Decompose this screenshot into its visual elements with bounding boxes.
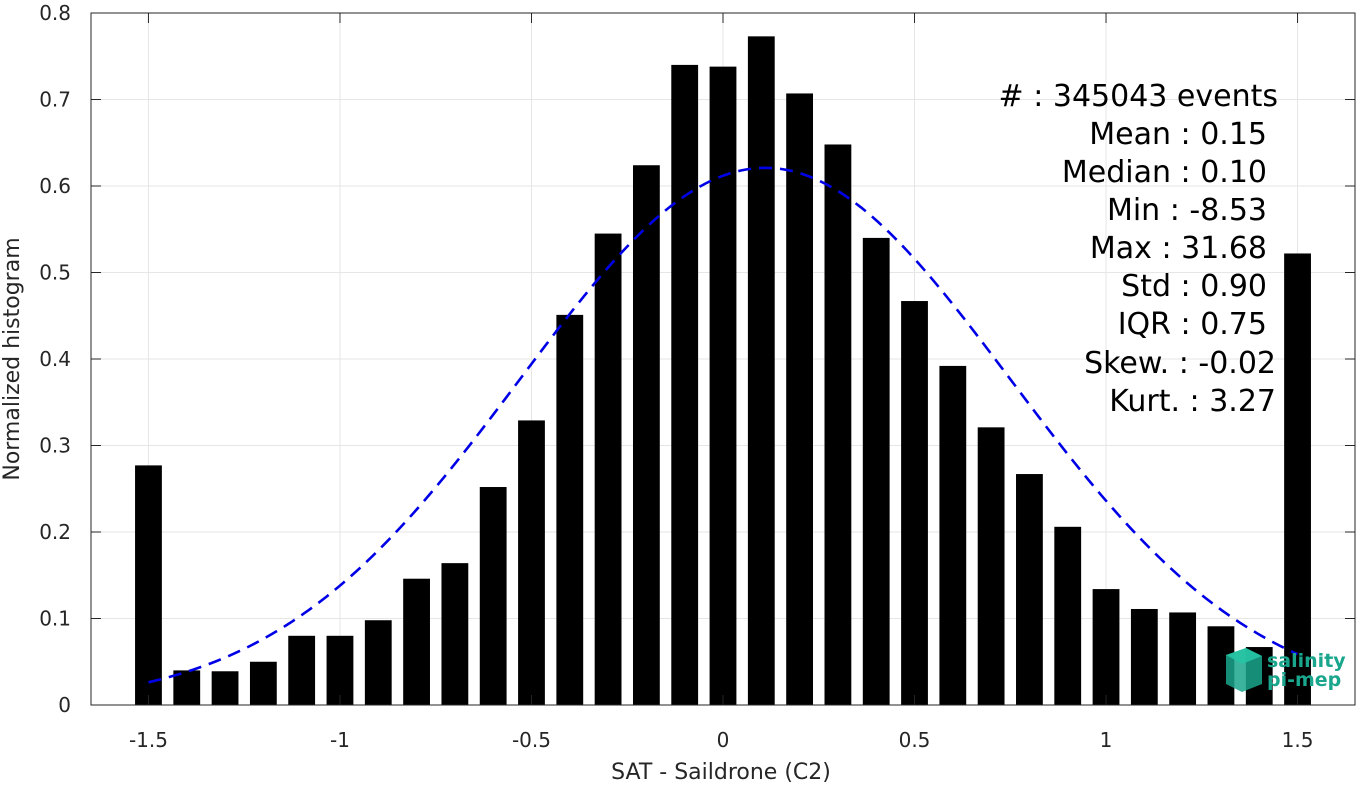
- stat-mean: Mean : 0.15: [1089, 117, 1267, 152]
- histogram-bar: [326, 635, 354, 705]
- statistics-box: # : 345043 events Mean : 0.15 Median : 0…: [999, 79, 1278, 419]
- histogram-bar: [441, 563, 469, 705]
- x-axis-ticks: -1.5 -1 -0.5 0 0.5 1 1.5: [129, 13, 1314, 752]
- stat-median: Median : 0.10: [1062, 155, 1267, 190]
- gaussian-fit-curve: [148, 166, 1299, 684]
- logo-text-pimep: pi-mep: [1267, 669, 1341, 691]
- x-tick-label: 1: [1100, 728, 1113, 752]
- y-tick-label: 0.7: [39, 88, 71, 112]
- histogram-bar: [977, 427, 1005, 705]
- y-tick-label: 0.1: [39, 607, 71, 631]
- stat-events: # : 345043 events: [999, 79, 1278, 114]
- histogram-bar: [1092, 589, 1120, 705]
- histogram-bar: [1284, 253, 1311, 705]
- x-tick-label: 1.5: [1282, 728, 1314, 752]
- x-axis-label: SAT - Saildrone (C2): [611, 760, 831, 785]
- histogram-bar: [556, 314, 584, 705]
- histogram-bar: [518, 420, 545, 705]
- histogram-bar: [1169, 612, 1197, 705]
- histogram-bar: [479, 487, 507, 705]
- histogram-bar: [939, 365, 967, 705]
- y-tick-label: 0.2: [39, 520, 71, 544]
- histogram-bar: [901, 301, 928, 705]
- y-tick-label: 0.3: [39, 434, 71, 458]
- x-tick-label: -1.5: [129, 728, 168, 752]
- stat-max: Max : 31.68: [1090, 231, 1267, 266]
- histogram-bar: [211, 671, 239, 705]
- y-tick-label: 0: [58, 693, 71, 717]
- histogram-bar: [403, 578, 430, 705]
- histogram-bar: [1054, 526, 1082, 705]
- histogram-bar: [671, 64, 699, 705]
- x-tick-label: -1: [330, 728, 350, 752]
- y-tick-label: 0.8: [39, 1, 71, 25]
- stat-std: Std : 0.90: [1121, 269, 1267, 304]
- histogram-bar: [288, 635, 316, 705]
- histogram-bar: [1130, 608, 1158, 705]
- logo-text-salinity: salinity: [1267, 650, 1346, 672]
- stat-skew: Skew. : -0.02: [1084, 346, 1276, 381]
- x-tick-label: -0.5: [512, 728, 551, 752]
- histogram-bar: [135, 465, 162, 705]
- histogram-bar: [862, 237, 890, 705]
- histogram-bar: [709, 66, 737, 705]
- y-tick-label: 0.6: [39, 174, 71, 198]
- histogram-bar: [1016, 474, 1043, 705]
- x-tick-label: 0.5: [899, 728, 931, 752]
- histogram-bars: [135, 36, 1311, 706]
- histogram-bar: [747, 36, 775, 706]
- histogram-bar: [364, 620, 392, 705]
- histogram-bar: [173, 670, 201, 705]
- y-axis-ticks: 0 0.1 0.2 0.3 0.4 0.5 0.6 0.7 0.8: [39, 1, 1355, 717]
- stat-kurt: Kurt. : 3.27: [1109, 384, 1276, 419]
- y-tick-label: 0.5: [39, 261, 71, 285]
- histogram-bar: [632, 165, 660, 706]
- histogram-bar: [594, 233, 622, 705]
- x-tick-label: 0: [717, 728, 730, 752]
- stat-iqr: IQR : 0.75: [1118, 307, 1267, 342]
- stat-min: Min : -8.53: [1107, 193, 1267, 228]
- salinity-pimep-logo: salinity pi-mep: [1226, 648, 1346, 692]
- y-tick-label: 0.4: [39, 347, 71, 371]
- histogram-bar: [786, 93, 814, 705]
- logo-cube-shade: [1226, 648, 1262, 664]
- histogram-bar: [249, 661, 277, 705]
- histogram-bar: [824, 144, 852, 706]
- y-axis-label: Normalized histogram: [0, 237, 25, 480]
